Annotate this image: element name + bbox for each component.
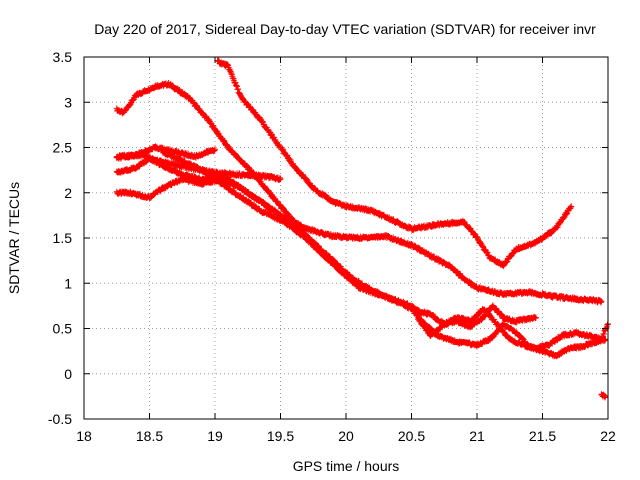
data-point <box>471 230 478 237</box>
data-point <box>479 243 486 250</box>
series-trace-b <box>214 57 575 270</box>
data-point <box>503 259 510 266</box>
data-point <box>498 311 505 318</box>
y-axis-title: SDTVAR / TECUs <box>6 182 22 294</box>
data-point <box>604 321 611 328</box>
data-point <box>431 313 438 320</box>
data-point <box>276 174 283 181</box>
data-point <box>234 83 241 90</box>
data-point <box>244 100 251 107</box>
data-point <box>482 313 489 320</box>
data-point <box>232 79 239 86</box>
data-point <box>215 57 222 64</box>
data-point <box>286 155 293 162</box>
series-trace-g <box>159 147 539 331</box>
data-point <box>210 122 217 129</box>
data-point <box>246 164 253 171</box>
series-trace-f <box>113 150 609 360</box>
data-point <box>212 146 218 153</box>
data-point <box>474 234 481 241</box>
data-point <box>235 86 242 93</box>
y-tick-label: 1 <box>64 275 72 291</box>
series-trace-i <box>598 391 609 401</box>
x-tick-label: 20 <box>338 428 354 444</box>
x-tick-label: 21 <box>469 428 485 444</box>
data-point <box>478 316 485 323</box>
data-point <box>568 203 575 210</box>
data-point <box>563 211 570 218</box>
y-tick-label: 2 <box>64 185 72 201</box>
data-point <box>302 175 309 182</box>
series-trace-a <box>113 80 343 273</box>
y-tick-label: -0.5 <box>48 411 72 427</box>
data-point <box>602 393 609 400</box>
x-tick-label: 19 <box>207 428 223 444</box>
data-point <box>532 315 539 322</box>
data-point <box>245 164 252 171</box>
y-tick-label: 3.5 <box>53 49 73 65</box>
data-point <box>504 258 511 265</box>
data-point <box>554 224 561 231</box>
data-point <box>567 203 574 210</box>
data-point <box>532 314 539 321</box>
data-point <box>598 298 605 305</box>
x-tick-label: 22 <box>600 428 616 444</box>
x-tick-label: 20.5 <box>398 428 425 444</box>
data-layer <box>113 57 611 401</box>
x-axis-title: GPS time / hours <box>293 458 400 474</box>
data-point <box>121 108 128 115</box>
data-point <box>279 146 286 153</box>
x-tick-label: 19.5 <box>267 428 294 444</box>
data-point <box>600 330 607 337</box>
data-point <box>495 322 502 329</box>
data-point <box>277 176 284 183</box>
data-point <box>284 152 291 159</box>
data-point <box>227 68 234 75</box>
y-tick-label: 3 <box>64 94 72 110</box>
data-point <box>127 100 134 107</box>
data-point <box>224 61 231 68</box>
data-point <box>232 82 239 89</box>
data-point <box>597 299 604 306</box>
y-tick-label: 2.5 <box>53 140 73 156</box>
axis-layer: 18 18.5 19 19.5 20 20.5 21 21.5 22 -0.5 0 0.5 1 1.5 2 2… <box>48 49 616 444</box>
x-tick-label: 18.5 <box>136 428 163 444</box>
y-tick-label: 1.5 <box>53 230 73 246</box>
y-tick-label: 0 <box>64 366 72 382</box>
data-point <box>225 143 232 150</box>
series-trace-h <box>415 306 611 352</box>
data-point <box>299 171 306 178</box>
data-point <box>127 102 134 109</box>
plot-frame <box>83 56 609 420</box>
x-tick-label: 21.5 <box>529 428 556 444</box>
chart-title: Day 220 of 2017, Sidereal Day-to-day VTE… <box>94 21 596 37</box>
data-point <box>259 118 266 125</box>
data-point <box>228 70 235 77</box>
data-point <box>211 147 218 154</box>
y-tick-label: 0.5 <box>53 321 73 337</box>
data-point <box>598 333 605 340</box>
x-tick-label: 18 <box>76 428 92 444</box>
